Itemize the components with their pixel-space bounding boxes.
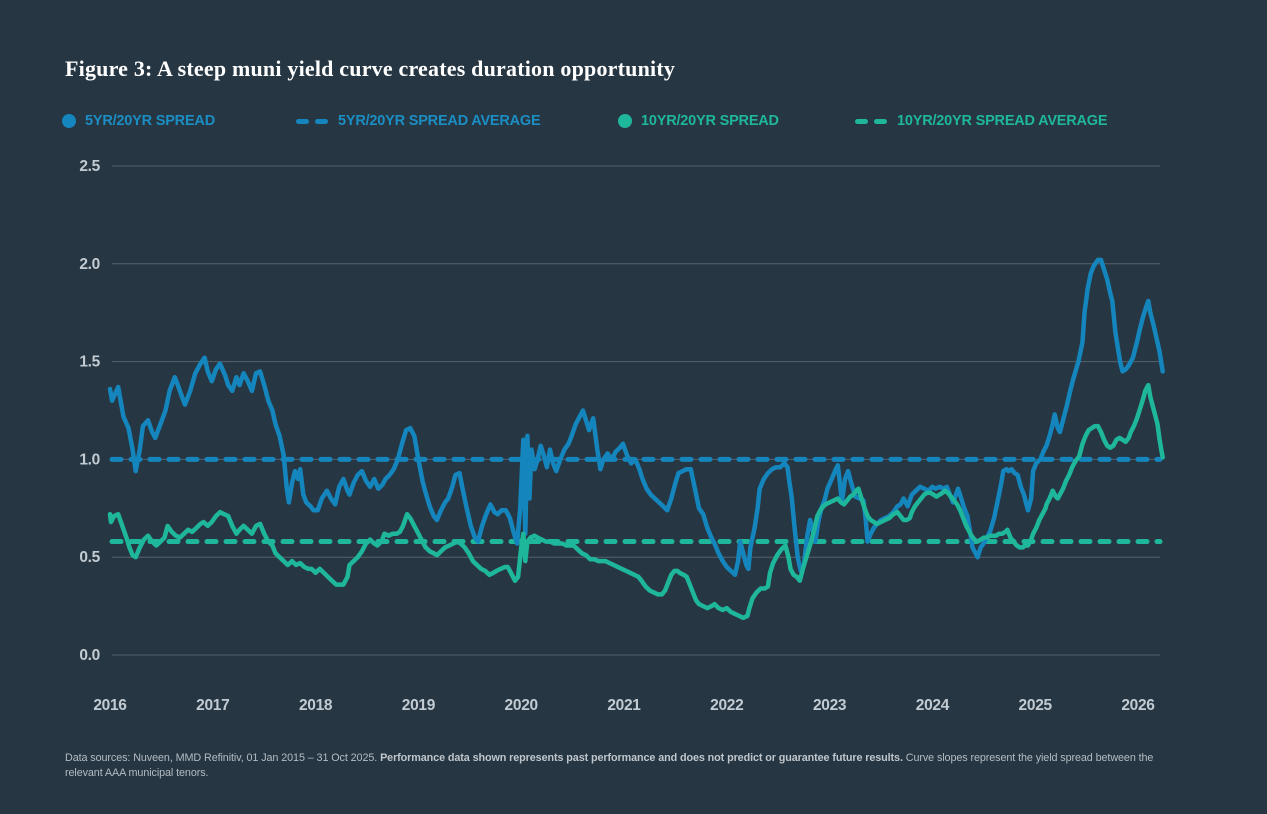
legend-item-5yr-spread: 5YR/20YR SPREAD <box>62 111 215 131</box>
dashed-line-marker-icon <box>296 118 328 124</box>
footnote-description: Curve slopes represent the yield spread … <box>65 751 1154 780</box>
x-tick-label: 2026 <box>1121 697 1155 714</box>
legend-item-10yr-spread-average: 10YR/20YR SPREAD AVERAGE <box>855 111 1108 131</box>
x-tick-label: 2019 <box>402 697 436 714</box>
x-tick-label: 2024 <box>916 697 950 714</box>
x-tick-label: 2025 <box>1019 697 1053 714</box>
x-tick-label: 2023 <box>813 697 847 714</box>
y-tick-label: 2.5 <box>79 158 100 175</box>
y-tick-label: 0.0 <box>79 647 100 664</box>
legend-item-5yr-spread-average: 5YR/20YR SPREAD AVERAGE <box>296 111 541 131</box>
x-tick-label: 2022 <box>710 697 743 714</box>
solid-circle-marker-icon <box>62 114 76 128</box>
legend-label: 10YR/20YR SPREAD AVERAGE <box>897 113 1108 129</box>
spread-series-line <box>107 257 1165 578</box>
x-tick-label: 2017 <box>196 697 229 714</box>
x-tick-label: 2021 <box>607 697 641 714</box>
x-tick-label: 2018 <box>299 697 333 714</box>
legend-label: 10YR/20YR SPREAD <box>641 113 779 129</box>
dashed-line-marker-icon <box>855 118 887 124</box>
y-tick-label: 1.5 <box>79 354 100 371</box>
legend-label: 5YR/20YR SPREAD <box>85 113 215 129</box>
y-tick-label: 2.0 <box>79 256 100 273</box>
y-tick-label: 1.0 <box>79 451 100 468</box>
legend-item-10yr-spread: 10YR/20YR SPREAD <box>618 111 779 131</box>
chart-title: Figure 3: A steep muni yield curve creat… <box>65 56 676 81</box>
spread-series-line <box>107 382 1165 621</box>
footnote-sources: Data sources: Nuveen, MMD Refinitiv, 01 … <box>65 751 381 764</box>
solid-circle-marker-icon <box>618 114 632 128</box>
legend-label: 5YR/20YR SPREAD AVERAGE <box>338 113 541 129</box>
footnote-disclaimer: Performance data shown represents past p… <box>380 751 903 764</box>
x-tick-label: 2016 <box>93 697 127 714</box>
x-tick-label: 2020 <box>505 697 538 714</box>
chart-footnote: Data sources: Nuveen, MMD Refinitiv, 01 … <box>65 751 1191 782</box>
y-tick-label: 0.5 <box>79 549 100 566</box>
